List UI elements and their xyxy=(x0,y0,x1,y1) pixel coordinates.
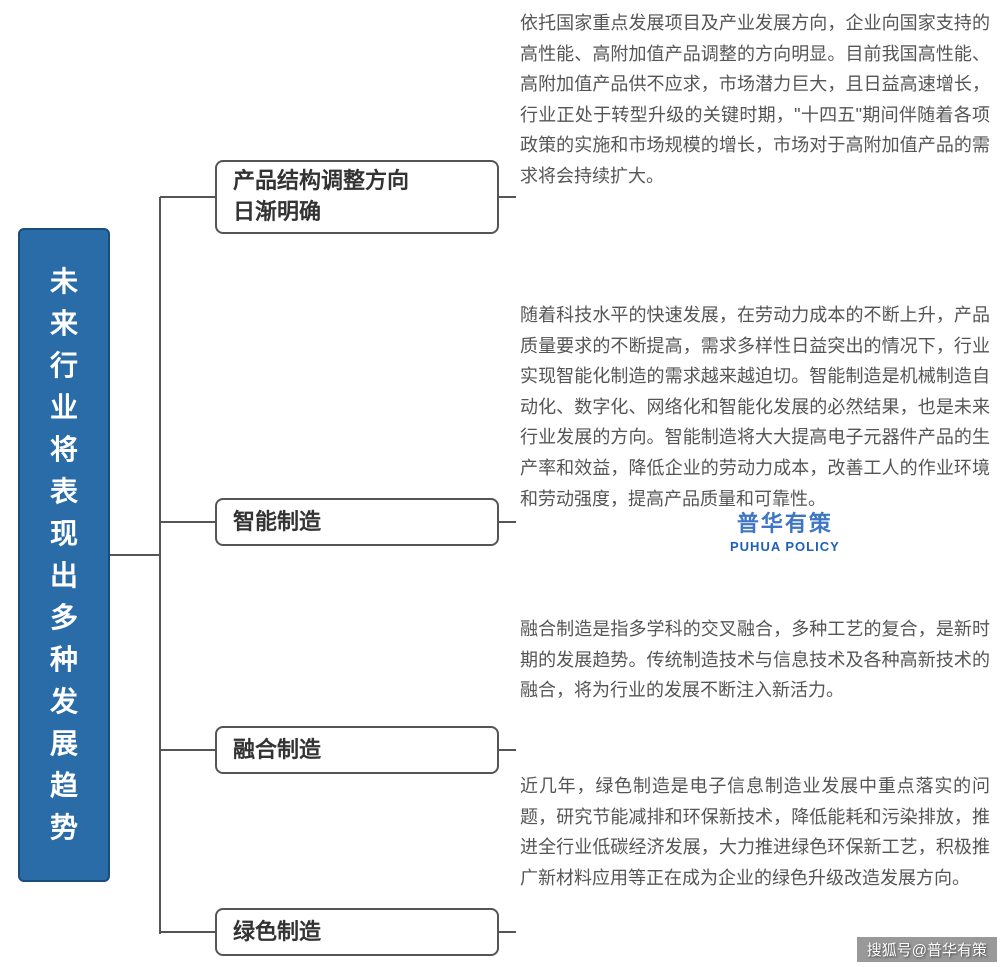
root-char: 行 xyxy=(50,345,78,387)
root-char: 势 xyxy=(50,807,78,849)
root-node: 未来行业将表现出多种发展趋势 xyxy=(18,228,110,882)
root-char: 现 xyxy=(50,513,78,555)
root-char: 趋 xyxy=(50,765,78,807)
root-char: 出 xyxy=(50,555,78,597)
root-char: 业 xyxy=(50,387,78,429)
branch-node-3: 绿色制造 xyxy=(215,908,499,956)
root-char: 展 xyxy=(50,723,78,765)
branch-title: 绿色制造 xyxy=(233,917,321,948)
root-char: 表 xyxy=(50,471,78,513)
root-char: 多 xyxy=(50,597,78,639)
watermark-cn: 普华有策 xyxy=(730,510,840,539)
branch-node-1: 智能制造 xyxy=(215,498,499,546)
root-char: 将 xyxy=(50,429,78,471)
branch-description-1: 随着科技水平的快速发展，在劳动力成本的不断上升，产品质量要求的不断提高，需求多样… xyxy=(520,300,990,514)
branch-node-0: 产品结构调整方向 日渐明确 xyxy=(215,160,499,234)
root-char: 来 xyxy=(50,303,78,345)
branch-description-2: 融合制造是指多学科的交叉融合，多种工艺的复合，是新时期的发展趋势。传统制造技术与… xyxy=(520,614,990,706)
watermark: 普华有策PUHUA POLICY xyxy=(730,510,840,555)
branch-description-0: 依托国家重点发展项目及产业发展方向，企业向国家支持的高性能、高附加值产品调整的方… xyxy=(520,8,990,192)
footer-credit: 搜狐号@普华有策 xyxy=(857,937,997,962)
branch-title: 产品结构调整方向 日渐明确 xyxy=(233,166,409,228)
branch-title: 智能制造 xyxy=(233,507,321,538)
watermark-en: PUHUA POLICY xyxy=(730,539,840,556)
branch-node-2: 融合制造 xyxy=(215,726,499,774)
branch-description-3: 近几年，绿色制造是电子信息制造业发展中重点落实的问题，研究节能减排和环保新技术，… xyxy=(520,771,990,893)
root-char: 种 xyxy=(50,639,78,681)
root-char: 未 xyxy=(50,261,78,303)
branch-title: 融合制造 xyxy=(233,735,321,766)
root-char: 发 xyxy=(50,681,78,723)
